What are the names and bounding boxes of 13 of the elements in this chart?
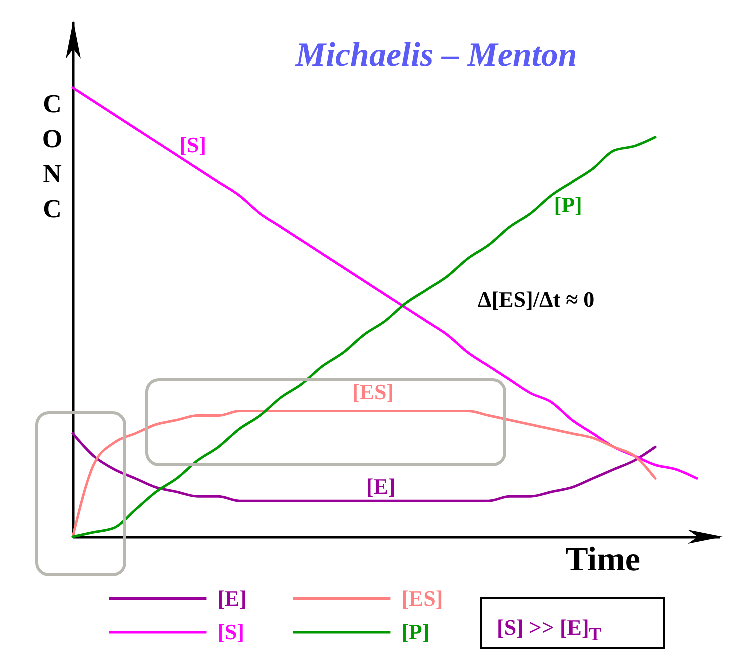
annotation: Δ[ES]/Δt ≈ 0 xyxy=(478,287,595,312)
text: [E] xyxy=(366,474,396,500)
chart-title: Michaelis – Menton xyxy=(294,37,578,74)
y-axis-title: CONC xyxy=(42,90,63,224)
legend-label: [E] xyxy=(218,586,247,611)
text: [P] xyxy=(554,192,582,218)
text: [ES] xyxy=(352,379,394,404)
legend-label: [S] xyxy=(218,620,244,644)
text: [S] xyxy=(180,132,206,158)
x-axis-title: Time xyxy=(566,542,640,578)
text: [S] >> [E]$_{T}$ xyxy=(497,615,602,644)
legend-label: [ES] xyxy=(402,586,444,611)
legend-label: [P] xyxy=(402,620,430,644)
